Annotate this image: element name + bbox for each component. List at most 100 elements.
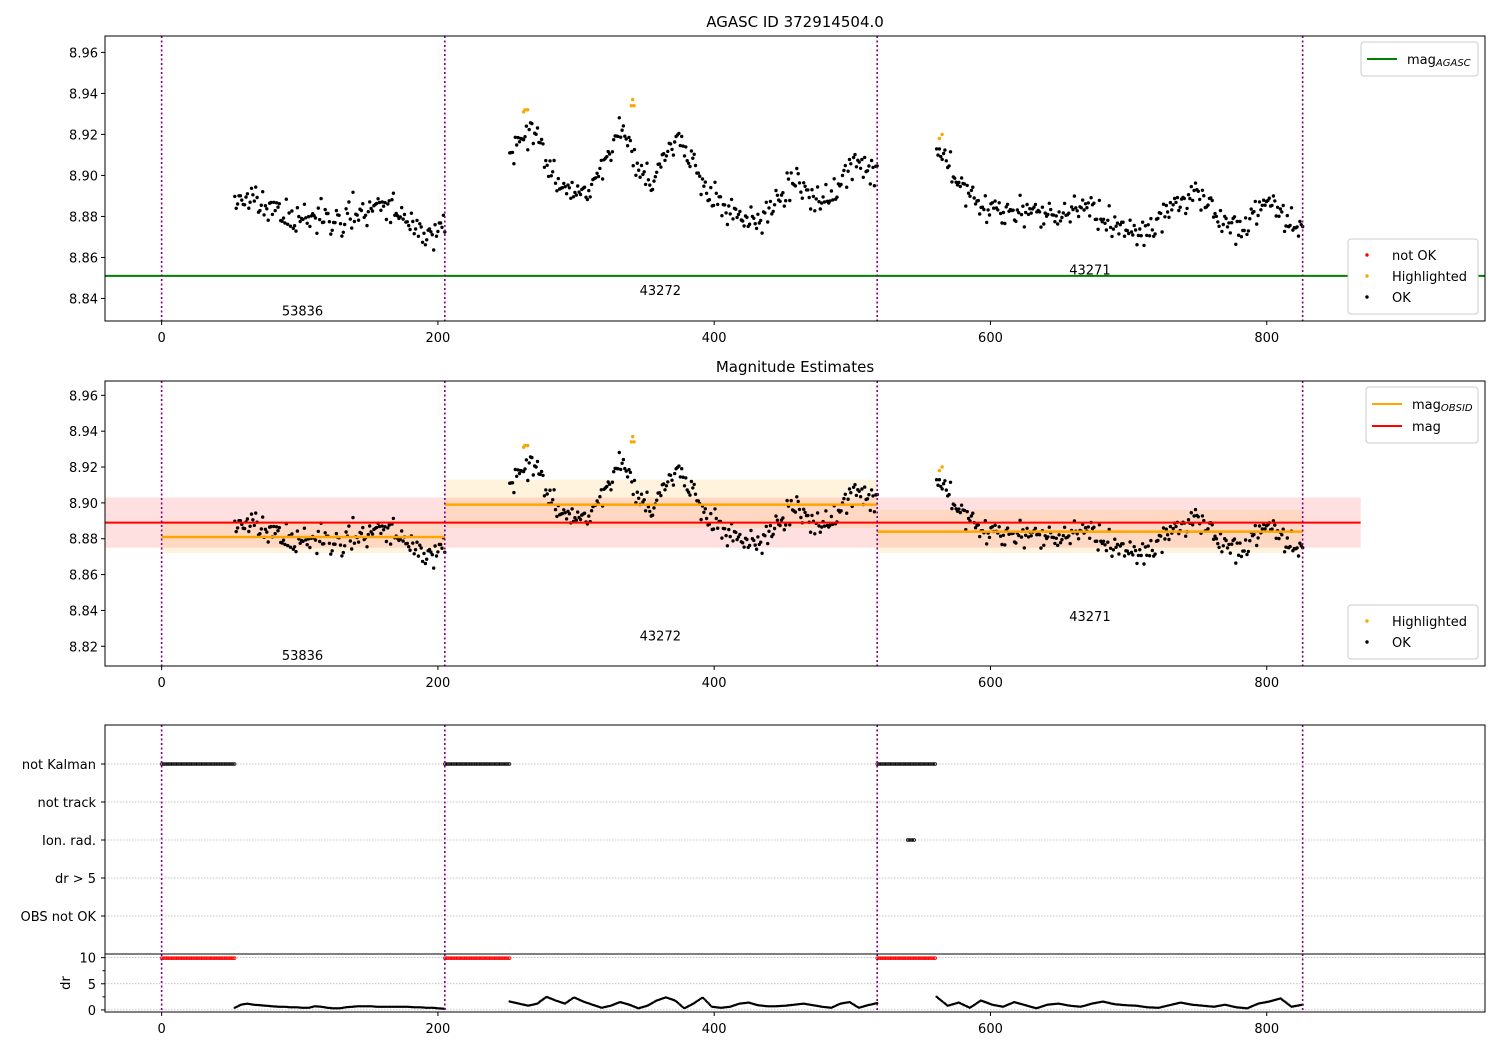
ok-point [795,495,799,499]
ok-point [1253,523,1258,528]
dr-clipped-point [928,956,932,960]
ok-point [313,216,318,220]
ok-point [1236,553,1241,557]
ok-point [767,529,771,533]
ok-point [269,524,273,529]
ok-point [1079,206,1084,210]
ok-point [341,230,345,234]
ok-point [1165,533,1170,537]
y-tick-label: 8.82 [69,640,98,655]
axes-flags: not Kalman not track Ion. rad. dr > 5 OBS no… [21,724,1486,955]
ok-point [630,149,634,154]
ok-point [764,200,768,204]
ok-point [1088,536,1092,540]
ok-point [745,215,749,219]
ok-point [343,544,347,548]
ok-point [1193,507,1198,512]
ok-point [666,149,670,154]
dr-clipped-point [219,956,224,960]
flag-point [451,762,455,766]
flag-row-label: not Kalman [22,758,96,773]
ok-point [1216,541,1220,546]
ok-point [756,535,760,539]
ok-point [784,523,788,527]
ok-point [1270,527,1274,531]
ok-point [846,169,850,173]
ok-point [1263,527,1267,531]
ok-point [434,234,439,238]
flag-point [163,762,167,766]
ok-point [1228,551,1233,555]
y-tick-label: 8.86 [69,569,98,584]
ok-point [1224,216,1228,221]
ok-point [344,207,348,211]
flag-row-label: Ion. rad. [42,834,96,849]
dr-clipped-point [176,956,181,960]
ok-point [689,479,694,484]
ok-point [934,478,939,482]
ok-point [512,162,516,166]
ok-point [648,183,652,187]
ok-point [359,531,364,536]
ok-point [645,161,649,165]
ok-point [316,529,320,534]
ok-point [782,528,786,532]
ok-point [255,195,259,200]
ok-point [1029,211,1033,215]
ok-point [1047,525,1052,529]
ok-point [248,524,252,528]
ok-point [662,152,666,156]
ok-point [425,557,429,561]
flag-point [905,838,910,842]
ok-point [749,528,753,533]
flag-point [882,762,886,766]
ok-point [1062,525,1067,529]
ok-point [1253,199,1258,204]
ok-point [418,222,422,226]
ok-point [605,484,609,489]
flag-point [201,762,205,766]
ok-point [1113,215,1117,219]
flag-point [449,762,454,766]
ok-point [711,203,716,208]
ok-point [774,188,778,193]
dr-clipped-point [492,956,497,960]
ok-point [1259,208,1263,212]
ok-point [1206,203,1210,207]
ok-point [772,203,777,207]
flag-point [459,762,464,766]
ok-point [646,178,651,182]
ok-point [1023,533,1028,537]
ok-point [1235,219,1239,224]
ok-point [427,227,432,231]
ok-point [820,201,824,205]
ok-point [383,200,387,205]
ok-point [1271,194,1276,198]
ok-point [1101,539,1106,543]
ok-point [582,185,587,189]
ok-point [1136,553,1141,558]
ok-point [407,545,411,549]
ok-point [731,539,735,543]
ok-point [756,212,760,216]
ok-point [971,185,975,189]
ok-point [1075,532,1079,536]
flag-point [453,762,457,766]
ok-point [235,526,240,530]
ok-point [768,199,773,204]
ok-point [281,538,286,542]
flag-point [456,762,460,766]
ok-point [1046,212,1050,217]
ok-point [510,481,515,485]
dr-clipped-point [496,956,500,960]
ok-point [1037,210,1042,214]
ok-point [720,214,724,218]
ok-point [1097,523,1102,527]
ok-point [1239,235,1244,239]
ok-point [567,186,572,190]
dr-clipped-point [161,956,166,960]
ok-point [323,207,327,212]
flag-row-label: OBS not OK [21,910,97,925]
ok-point [298,219,302,224]
ok-point [283,221,287,225]
